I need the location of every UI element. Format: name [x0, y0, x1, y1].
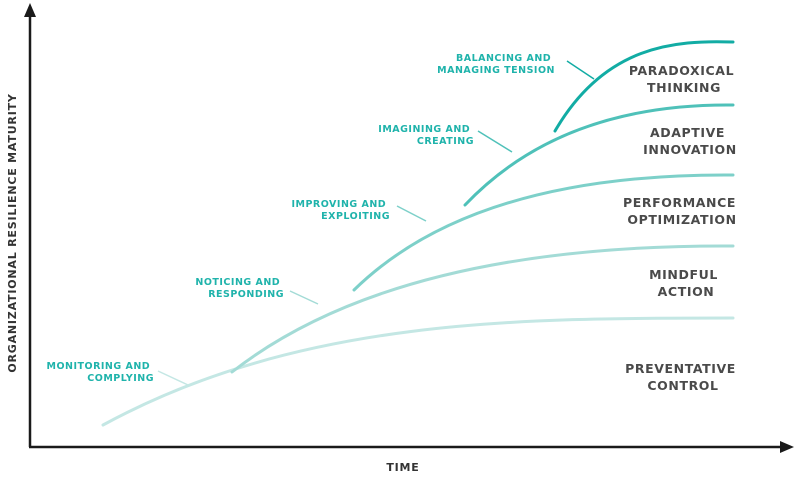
leader-balancing [566, 60, 595, 80]
stage-preventative-control: PREVENTATIVE CONTROL [625, 361, 741, 393]
x-axis-arrowhead [780, 441, 794, 453]
callout-leaders [157, 60, 595, 386]
leader-imagining [477, 130, 513, 153]
callout-improving-exploiting: IMPROVING AND EXPLOITING [291, 199, 390, 222]
axes [24, 3, 794, 453]
curve-preventative-control [101, 316, 735, 427]
stage-adaptive-innovation: ADAPTIVE INNOVATION [643, 125, 737, 157]
callout-noticing-responding: NOTICING AND RESPONDING [195, 277, 284, 300]
callout-imagining-creating: IMAGINING AND CREATING [378, 124, 474, 147]
stage-mindful-action: MINDFUL ACTION [649, 267, 723, 299]
leader-noticing [289, 290, 319, 305]
curve-adaptive-innovation [463, 103, 735, 207]
leader-monitoring [157, 370, 189, 386]
stage-paradoxical-thinking: PARADOXICAL THINKING [629, 63, 739, 95]
stage-labels: PREVENTATIVE CONTROL MINDFUL ACTION PERF… [623, 63, 741, 393]
y-axis-label: ORGANIZATIONAL RESILIENCE MATURITY [6, 93, 19, 373]
curve-performance-optimization [352, 173, 735, 292]
leader-improving [396, 205, 427, 222]
callout-monitoring-complying: MONITORING AND COMPLYING [47, 361, 154, 384]
curves [101, 40, 735, 427]
curve-mindful-action [230, 244, 735, 374]
x-axis-label: TIME [386, 461, 419, 474]
y-axis-arrowhead [24, 3, 36, 17]
curve-paradoxical-thinking [553, 40, 735, 133]
callout-labels: MONITORING AND COMPLYING NOTICING AND RE… [47, 53, 555, 384]
stage-performance-optimization: PERFORMANCE OPTIMIZATION [623, 195, 741, 227]
callout-balancing-managing-tension: BALANCING AND MANAGING TENSION [437, 53, 555, 76]
